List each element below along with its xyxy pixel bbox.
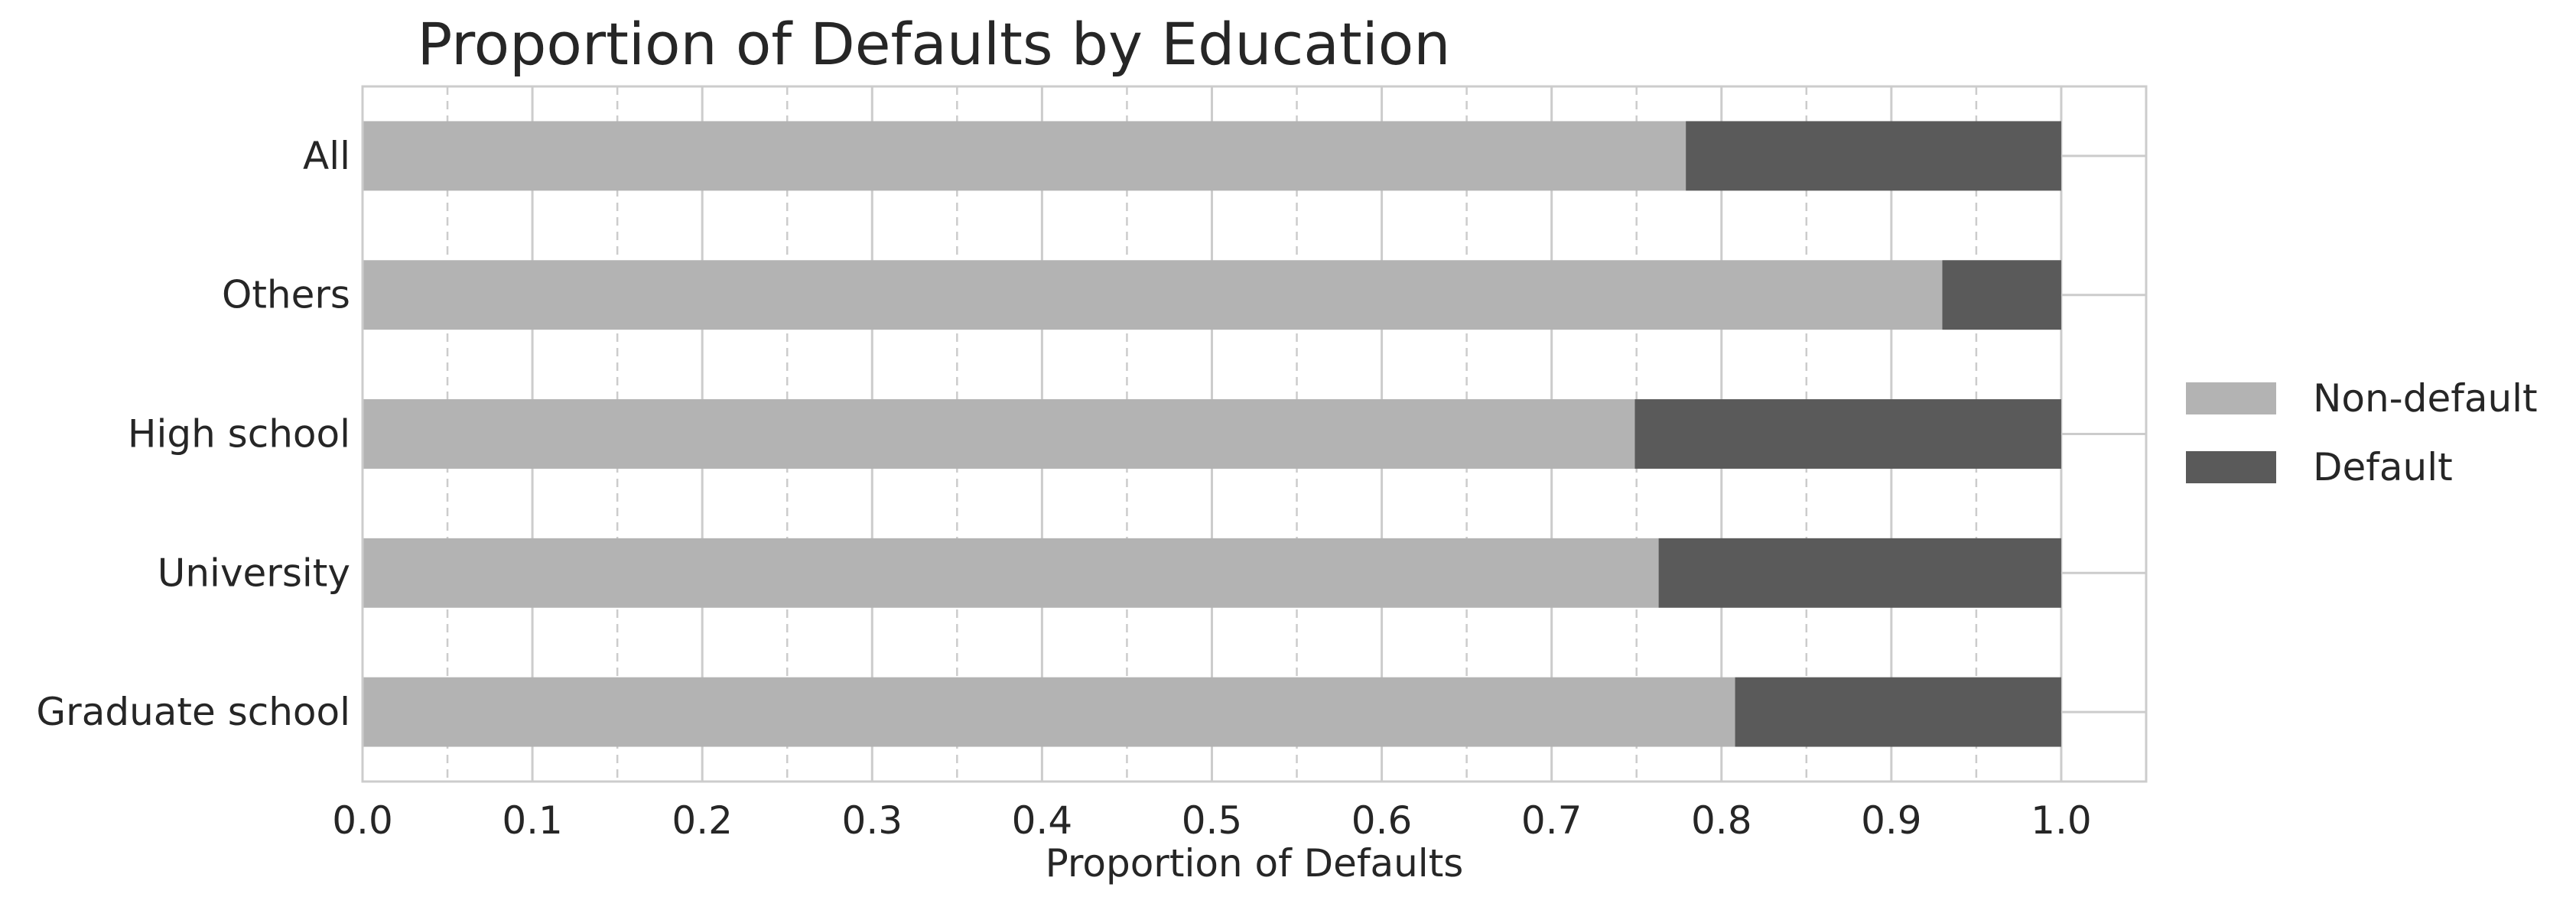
x-tick-label: 0.9: [1861, 798, 1922, 843]
legend-label: Non-default: [2313, 376, 2538, 421]
x-tick-label: 0.4: [1012, 798, 1073, 843]
bar-default: [1942, 260, 2061, 330]
y-tick-label: High school: [128, 412, 350, 457]
bar-non-default: [363, 677, 1735, 747]
y-tick-label: All: [303, 134, 350, 178]
bar-non-default: [363, 538, 1659, 608]
x-axis-label: Proportion of Defaults: [1046, 841, 1464, 886]
plot-frame: [361, 85, 2148, 783]
bar-default: [1634, 399, 2061, 469]
legend-swatch: [2186, 451, 2276, 483]
x-tick-label: 0.3: [842, 798, 903, 843]
bar-default: [1658, 538, 2061, 608]
x-tick-label: 0.6: [1351, 798, 1413, 843]
bar-non-default: [363, 121, 1686, 191]
x-tick-label: 0.7: [1521, 798, 1582, 843]
x-tick-label: 1.0: [2031, 798, 2092, 843]
bar-non-default: [363, 399, 1635, 469]
x-tick-label: 0.5: [1182, 798, 1243, 843]
legend: Non-default Default: [2186, 376, 2538, 489]
bar-non-default: [363, 260, 1943, 330]
y-tick-label: Graduate school: [36, 690, 350, 734]
x-tick-label: 0.2: [672, 798, 733, 843]
legend-label: Default: [2313, 445, 2453, 489]
x-tick-label: 0.8: [1691, 798, 1752, 843]
y-tick-label: University: [158, 551, 350, 595]
plot-area: All Others High school University Graduate s…: [36, 85, 2148, 843]
y-tick-label: Others: [222, 273, 350, 317]
x-tick-label: 0.1: [502, 798, 563, 843]
bar-default: [1735, 677, 2061, 747]
legend-swatch: [2186, 382, 2276, 414]
x-tick-label: 0.0: [332, 798, 393, 843]
chart-title: Proportion of Defaults by Education: [418, 10, 1451, 78]
bar-default: [1686, 121, 2061, 191]
